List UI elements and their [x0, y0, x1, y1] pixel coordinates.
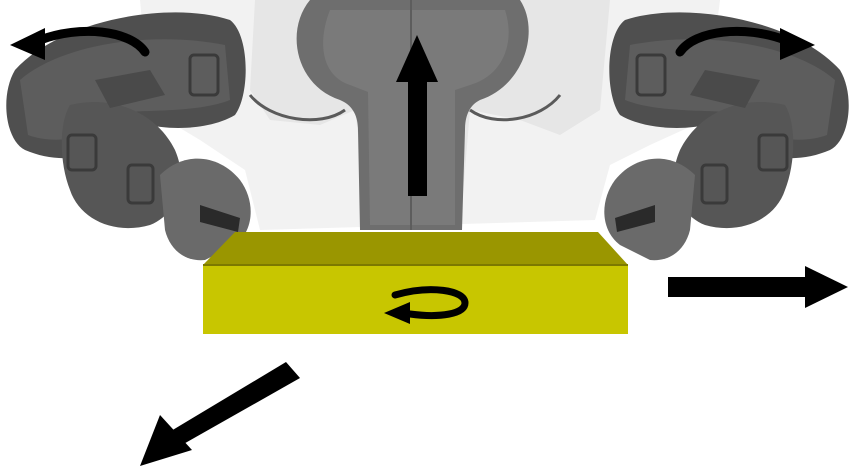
- up-arrow-icon: [396, 35, 438, 196]
- right-rotation-arrow-icon: [675, 26, 815, 60]
- box-rotation-arrow-icon: [384, 286, 469, 324]
- right-translation-arrow-icon: [668, 266, 848, 308]
- left-rotation-arrow-icon: [10, 26, 150, 60]
- yellow-box: [203, 232, 628, 334]
- left-robot-arm: [6, 12, 251, 261]
- down-left-translation-arrow-icon: [140, 362, 300, 466]
